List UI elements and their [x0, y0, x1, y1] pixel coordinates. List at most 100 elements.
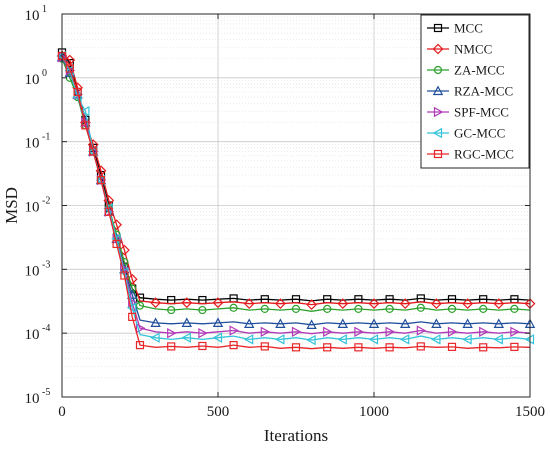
data-point — [323, 304, 332, 313]
data-point — [260, 342, 269, 351]
y-tick-exponent: -3 — [42, 259, 50, 270]
legend: MCC NMCC ZA-MCC RZA-MCC SPF-MCC GC-MCC RGC-MCC — [420, 14, 530, 169]
series-layer — [56, 48, 536, 352]
legend-label: ZA-MCC — [454, 63, 505, 78]
data-point — [462, 298, 473, 310]
data-point — [135, 301, 145, 310]
data-point — [447, 304, 457, 313]
x-tick-label: 500 — [207, 404, 230, 420]
data-point — [354, 304, 363, 313]
data-point — [510, 326, 520, 338]
data-point — [119, 244, 130, 256]
data-point — [306, 334, 316, 346]
data-point — [462, 334, 472, 345]
legend-item: RZA-MCC — [427, 84, 513, 99]
data-point — [212, 297, 224, 309]
y-tick-exponent: -2 — [42, 196, 50, 207]
data-point — [198, 327, 208, 339]
y-tick-base: 10 — [25, 263, 40, 279]
data-point — [181, 317, 193, 327]
y-tick-base: 10 — [25, 391, 40, 407]
legend-item: ZA-MCC — [427, 63, 505, 78]
data-point — [167, 305, 176, 315]
data-point — [128, 312, 137, 321]
data-point — [135, 322, 146, 334]
legend-item: RGC-MCC — [427, 147, 514, 162]
data-point — [181, 332, 191, 343]
legend-label: MCC — [454, 21, 483, 36]
data-point — [416, 325, 427, 336]
data-point — [510, 304, 519, 313]
data-point — [150, 317, 161, 327]
y-tick-label: 10 -2 — [25, 196, 51, 216]
data-point — [120, 271, 129, 280]
legend-marker — [433, 106, 444, 118]
data-point — [275, 298, 286, 310]
data-point — [260, 304, 269, 313]
y-tick-exponent: 0 — [42, 68, 47, 79]
data-point — [493, 334, 503, 345]
series-line — [61, 55, 531, 306]
data-point — [462, 318, 473, 328]
data-point — [229, 303, 238, 312]
data-point — [291, 304, 301, 313]
data-point — [229, 341, 238, 350]
data-point — [323, 343, 332, 352]
data-point — [126, 302, 137, 313]
data-point — [65, 64, 74, 73]
data-point — [368, 334, 379, 345]
y-tick-exponent: 1 — [42, 4, 47, 15]
data-point — [275, 318, 286, 328]
data-point — [167, 342, 176, 351]
legend-marker — [433, 23, 443, 33]
data-point — [430, 334, 441, 345]
data-point — [229, 325, 240, 336]
data-point — [243, 334, 254, 345]
data-point — [96, 175, 106, 185]
y-tick-label: 10 1 — [25, 4, 48, 24]
y-tick-base: 10 — [25, 200, 40, 216]
data-point — [104, 207, 113, 216]
y-tick-label: 10 -1 — [25, 132, 51, 152]
data-point — [337, 298, 349, 310]
y-tick-label: 10 -4 — [25, 323, 51, 343]
data-point — [385, 343, 394, 352]
x-tick-label: 1500 — [515, 404, 545, 420]
data-point — [291, 326, 302, 338]
data-point — [479, 326, 489, 338]
data-point — [167, 327, 177, 339]
data-point — [416, 342, 425, 351]
data-point — [150, 332, 160, 343]
data-point — [89, 147, 98, 156]
legend-item: NMCC — [427, 42, 492, 57]
data-point — [399, 298, 411, 310]
data-point — [212, 332, 223, 343]
legend-marker — [433, 65, 443, 75]
data-point — [135, 341, 145, 350]
legend-marker — [433, 149, 443, 159]
y-tick-base: 10 — [25, 72, 40, 88]
series-line — [61, 55, 531, 341]
legend-marker — [432, 127, 443, 139]
y-tick-base: 10 — [25, 136, 40, 152]
data-point — [79, 105, 90, 117]
legend-label: RZA-MCC — [454, 84, 513, 99]
data-point — [493, 298, 505, 310]
y-tick-exponent: -5 — [42, 387, 50, 398]
series-line — [61, 52, 531, 302]
y-tick-label: 10 0 — [25, 68, 48, 88]
data-point — [112, 239, 121, 249]
data-point — [291, 343, 301, 352]
data-point — [274, 334, 285, 345]
data-point — [510, 342, 519, 351]
data-point — [337, 334, 347, 345]
data-point — [306, 299, 317, 311]
data-point — [354, 343, 363, 352]
y-tick-exponent: -4 — [42, 323, 50, 334]
data-point — [181, 297, 193, 309]
y-tick-label: 10 -5 — [25, 387, 51, 407]
data-point — [337, 318, 349, 328]
legend-item: SPF-MCC — [427, 105, 509, 120]
data-point — [306, 319, 317, 329]
